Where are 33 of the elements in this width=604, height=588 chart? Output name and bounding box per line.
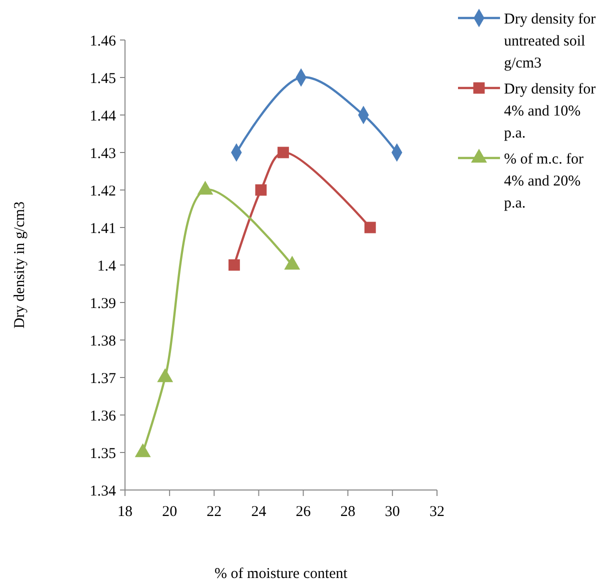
y-tick-label: 1.44 [90,108,116,124]
y-tick-label: 1.34 [90,483,116,500]
x-tick-label: 30 [384,504,400,520]
x-tick-label: 24 [251,504,267,520]
y-tick-label: 1.35 [90,446,116,462]
x-axis-title: % of moisture content [214,566,348,582]
y-axis-title: Dry density in g/cm3 [12,201,28,329]
point [278,146,289,158]
point [364,222,376,234]
y-tick-label: 1.46 [90,33,116,50]
y-tick-label: 1.43 [90,146,116,162]
point [134,443,151,458]
y-tick-label: 1.38 [90,333,116,350]
x-tick-label: 18 [118,504,132,520]
legend-label: % of m.c. for 4% and 20% p.a. [504,151,584,212]
legend-label: Dry density for untreated soil g/cm3 [504,11,596,72]
y-tick-label: 1.37 [90,370,116,387]
y-tick-label: 1.4 [97,258,116,274]
y-tick-label: 1.45 [90,70,116,87]
point [157,368,174,382]
x-tick-label: 26 [296,504,312,520]
y-tick-label: 1.42 [90,183,116,200]
y-tick-label: 1.36 [90,408,116,424]
x-tick-label: 20 [162,504,178,520]
y-tick-label: 1.41 [90,220,116,237]
x-tick-label: 32 [430,504,444,520]
legend-label: Dry density for 4% and 10% p.a. [504,81,596,142]
y-tick-label: 1.39 [90,296,116,312]
point [284,256,300,270]
point [255,184,267,196]
x-tick-label: 28 [340,504,356,520]
point [228,259,240,271]
x-tick-label: 22 [206,504,222,520]
